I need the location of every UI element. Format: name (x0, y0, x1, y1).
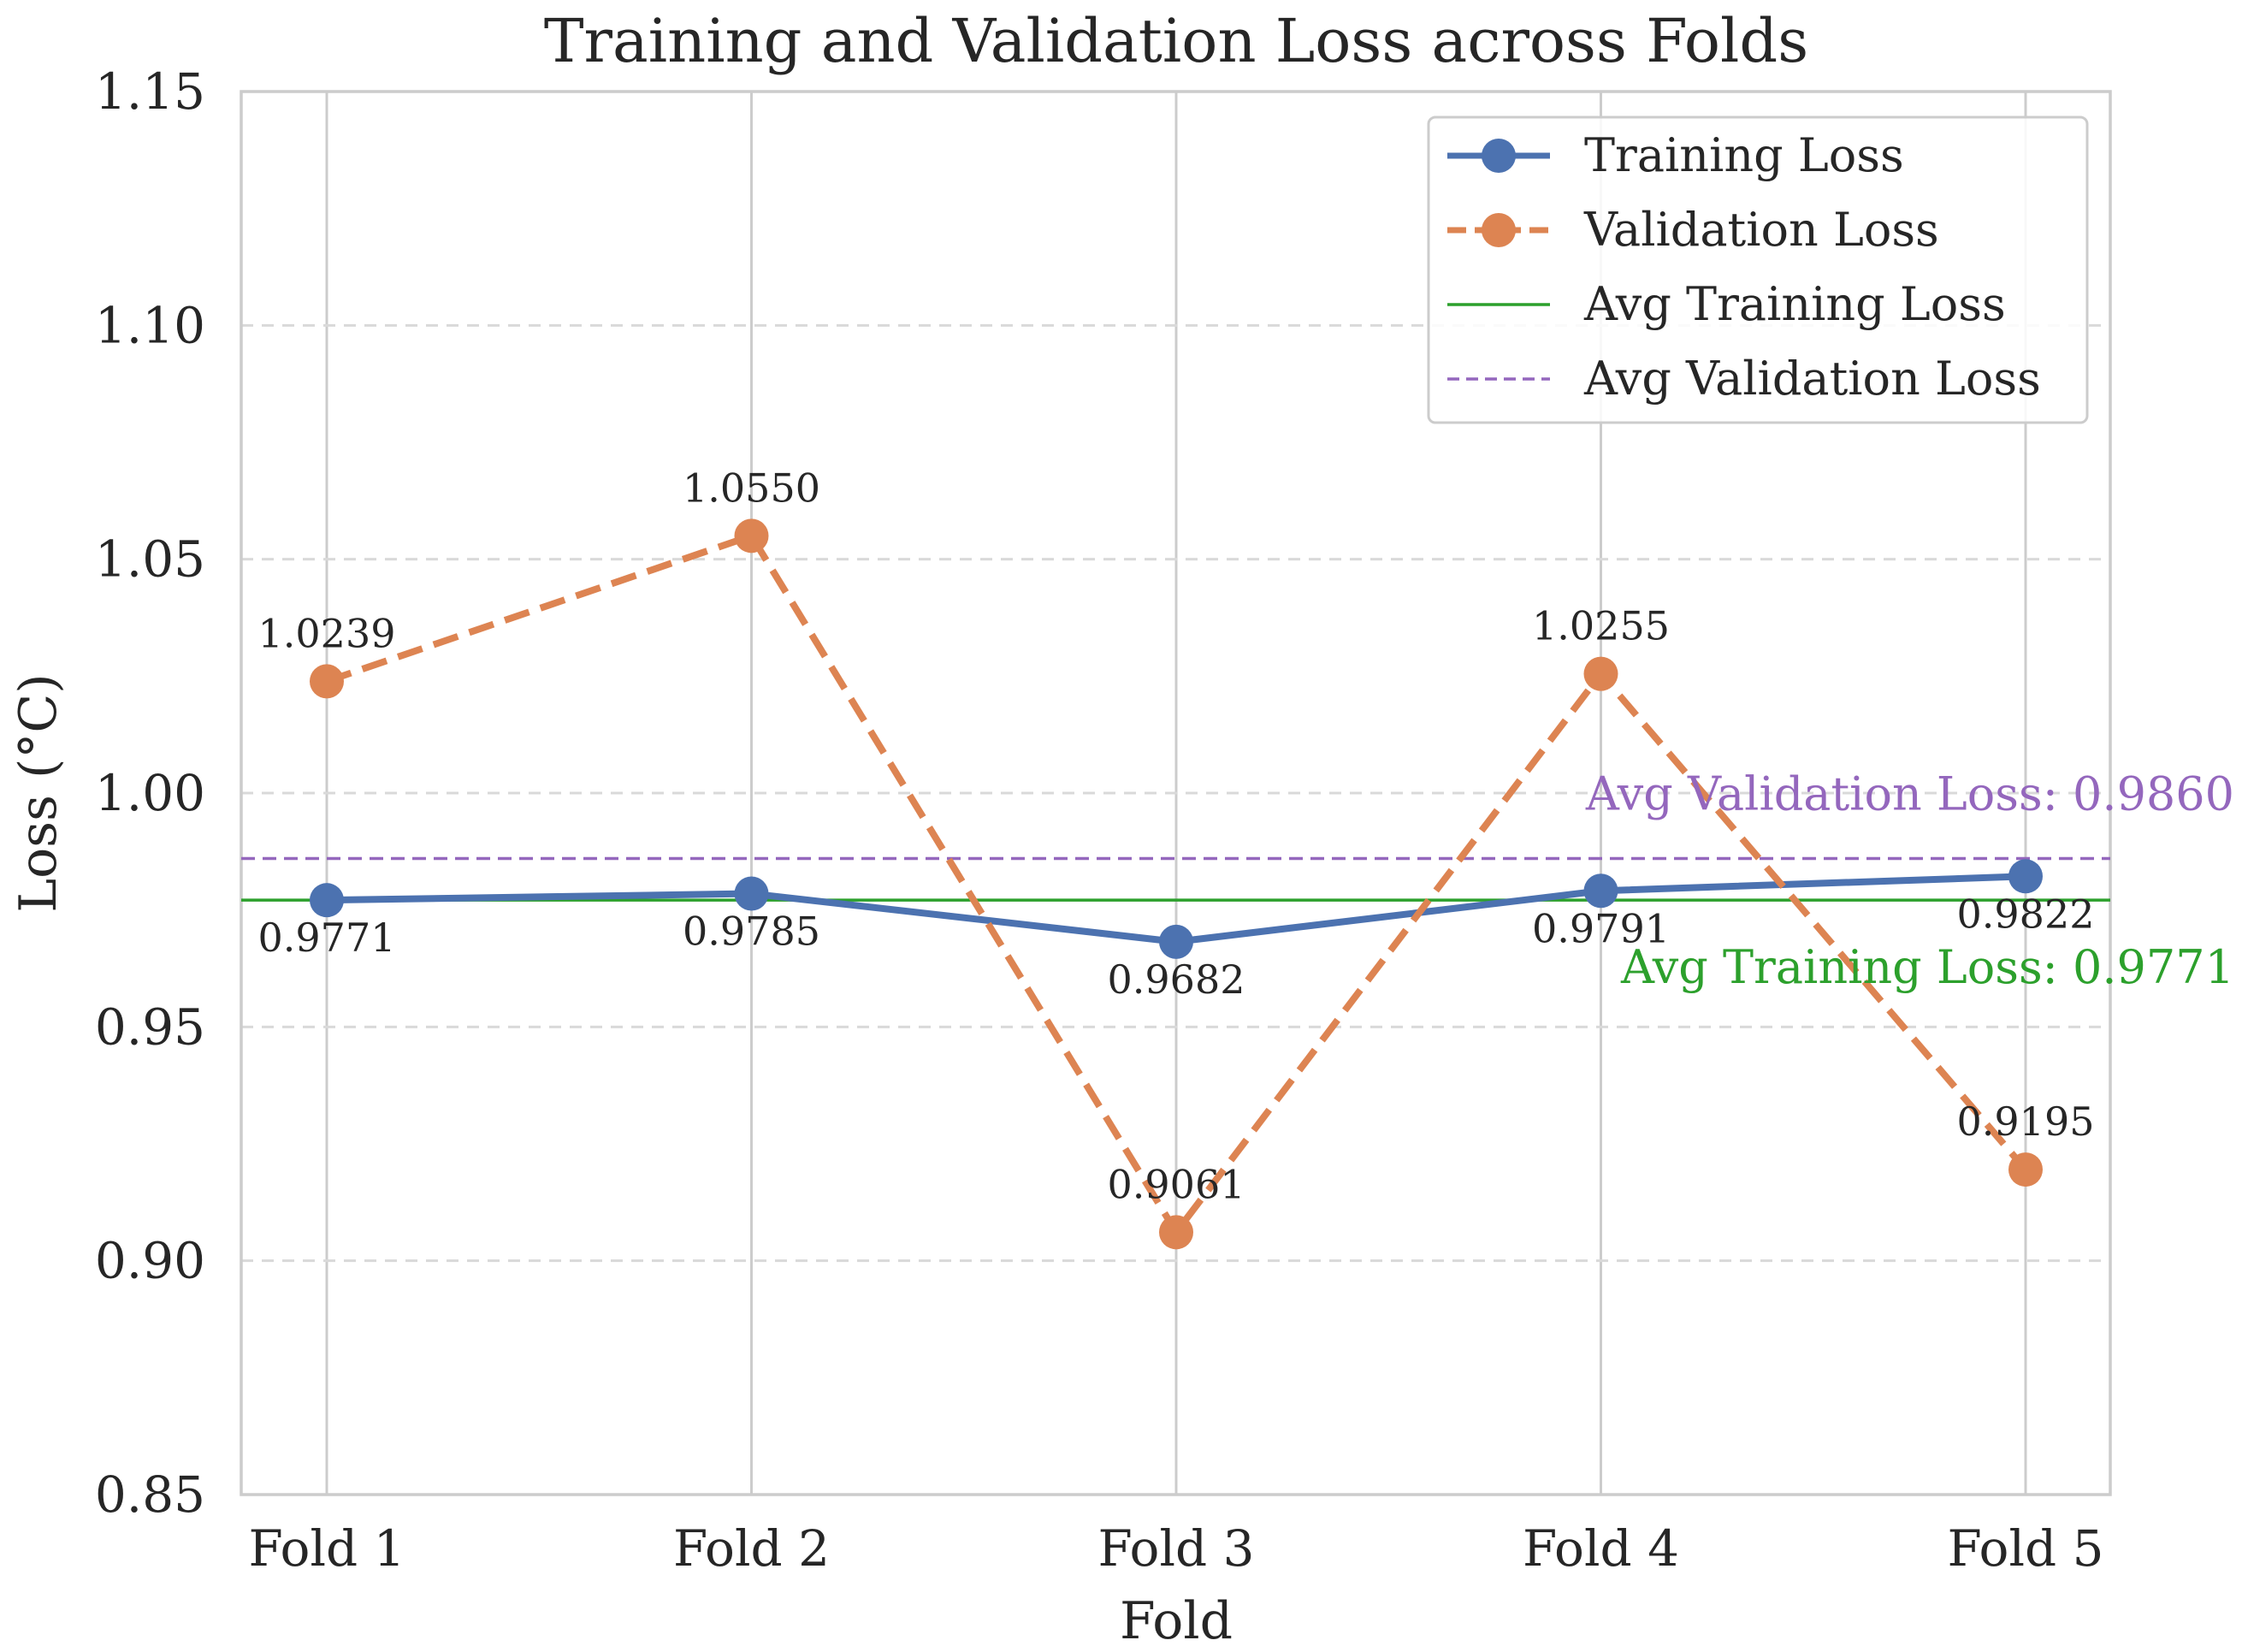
x-tick-label: Fold 2 (673, 1519, 830, 1578)
x-axis-label: Fold (1120, 1591, 1233, 1651)
validation-loss-label: 1.0550 (683, 465, 820, 511)
validation-loss-label: 1.0255 (1532, 603, 1670, 649)
validation-loss-label: 0.9061 (1108, 1161, 1245, 1207)
validation-loss-label: 0.9195 (1957, 1098, 2095, 1145)
training-loss-point (2008, 859, 2043, 894)
y-tick-label: 0.90 (95, 1232, 205, 1290)
chart-title: Training and Validation Loss across Fold… (544, 6, 1808, 76)
y-tick-label: 0.85 (95, 1465, 205, 1524)
training-loss-point (1583, 873, 1618, 909)
y-tick-label: 0.95 (95, 998, 205, 1056)
x-tick-label: Fold 3 (1097, 1519, 1254, 1578)
validation-loss-label: 1.0239 (258, 610, 396, 656)
validation-loss-point (310, 664, 344, 699)
training-loss-label: 0.9791 (1532, 905, 1670, 951)
y-tick-label: 1.15 (95, 62, 205, 121)
axis-ticks: Fold 1 Fold 2 Fold 3 Fold 4 Fold 5 0.85 0.90 0.… (95, 62, 2104, 1578)
validation-loss-point (2008, 1152, 2043, 1187)
y-axis-label: Loss (°C) (9, 673, 68, 912)
y-tick-label: 1.00 (95, 764, 205, 822)
validation-loss-point (1583, 656, 1618, 691)
training-loss-label: 0.9785 (683, 909, 820, 955)
training-loss-label: 0.9682 (1108, 956, 1245, 1003)
legend-training-marker (1482, 139, 1516, 173)
training-loss-point (1159, 924, 1193, 959)
y-tick-label: 1.10 (95, 296, 205, 354)
x-tick-label: Fold 4 (1523, 1519, 1679, 1578)
legend-training-label: Training Loss (1584, 128, 1904, 182)
legend-avg-validation-label: Avg Validation Loss (1583, 352, 2041, 406)
training-loss-point (310, 883, 344, 918)
series-lines (310, 518, 2043, 1250)
avg-validation-annotation: Avg Validation Loss: 0.9860 (1585, 767, 2234, 821)
plot-area-frame (240, 90, 2112, 1496)
legend-avg-training-label: Avg Training Loss (1583, 277, 2006, 331)
x-tick-label: Fold 5 (1947, 1519, 2103, 1578)
legend-box (1427, 115, 2089, 424)
training-loss-label: 0.9822 (1957, 891, 2095, 937)
training-loss-label: 0.9771 (258, 915, 396, 961)
legend-validation-marker (1482, 213, 1516, 247)
legend-validation-label: Validation Loss (1583, 203, 1939, 257)
y-tick-label: 1.05 (95, 530, 205, 589)
legend: Training Loss Validation Loss Avg Training… (1427, 115, 2089, 424)
training-loss-point (734, 876, 769, 911)
validation-loss-point (734, 518, 769, 554)
validation-loss-point (1159, 1215, 1193, 1250)
data-labels: 0.9771 0.9785 0.9682 0.9791 0.9822 1.0239 1.05… (258, 465, 2234, 1207)
avg-training-annotation: Avg Training Loss: 0.9771 (1620, 940, 2234, 994)
x-tick-label: Fold 1 (248, 1519, 405, 1578)
